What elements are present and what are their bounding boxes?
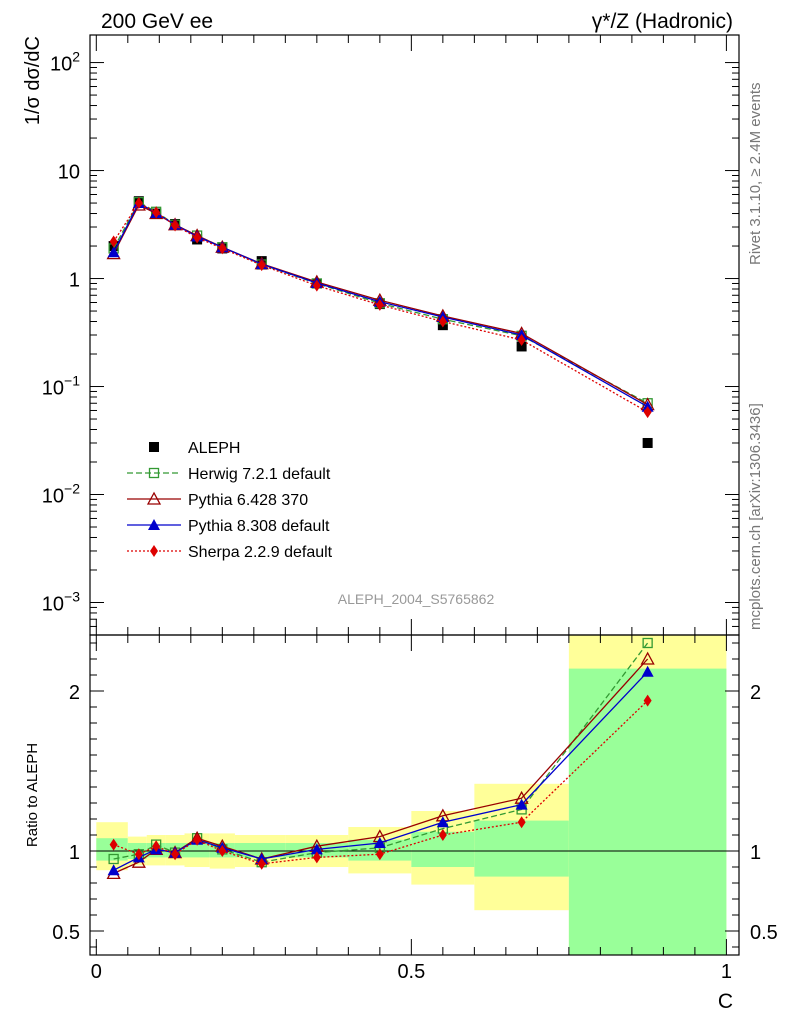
ratio-series-group	[106, 637, 655, 880]
ratio-point-sherpa-2-2-9-default-3	[171, 848, 180, 861]
ratio-point-pythia-8-308-default-11	[641, 665, 654, 677]
ratio-point-pythia-6-428-370-11	[640, 651, 655, 665]
ratio-point-sherpa-2-2-9-default-0	[109, 838, 118, 851]
x-tick-label: 1	[721, 961, 732, 983]
ratio-point-sherpa-2-2-9-default-1	[134, 848, 143, 861]
ratio-point-sherpa-2-2-9-default-5	[218, 845, 227, 857]
main-point-aleph-11	[642, 437, 653, 448]
x-tick-label: 0	[91, 961, 102, 983]
ratio-point-sherpa-2-2-9-default-10	[517, 816, 526, 829]
legend: ALEPH Herwig 7.2.1 default Pythia 6.428 37…	[127, 440, 333, 561]
ratio-point-pythia-8-308-default-9	[436, 816, 449, 828]
main-y-tick-label: 10−1	[42, 373, 80, 400]
ratio-point-sherpa-2-2-9-default-4	[193, 833, 202, 846]
main-y-tick-label: 102	[50, 49, 80, 76]
ratio-point-herwig-7-2-1-default-0	[108, 853, 119, 865]
header-left-title: 200 GeV ee	[101, 10, 213, 33]
main-series-group	[106, 196, 655, 448]
ratio-y-tick-label-left: 2	[69, 682, 80, 704]
ratio-point-sherpa-2-2-9-default-7	[312, 851, 321, 864]
ratio-point-pythia-8-308-default-0	[107, 864, 120, 876]
ratio-y-tick-label-left: 0.5	[52, 922, 80, 944]
side-label-top: Rivet 3.1.10, ≥ 2.4M events	[747, 83, 764, 266]
main-point-sherpa-2-2-9-default-5	[218, 242, 227, 255]
ratio-y-tick-label-right: 0.5	[750, 922, 778, 944]
ratio-point-pythia-8-308-default-8	[373, 837, 386, 848]
ratio-point-sherpa-2-2-9-default-2	[152, 840, 161, 853]
main-y-tick-label: 10−2	[42, 481, 80, 508]
ratio-point-pythia-8-308-default-7	[310, 843, 323, 855]
main-point-sherpa-2-2-9-default-6	[257, 259, 266, 272]
main-point-sherpa-2-2-9-default-11	[643, 406, 652, 419]
ratio-uncertainty-bands	[96, 635, 727, 955]
legend-marker-sherpa-2-2-9-default	[150, 545, 158, 557]
main-point-sherpa-2-2-9-default-3	[171, 219, 180, 232]
ratio-y-tick-label-right: 2	[750, 682, 761, 704]
main-point-sherpa-2-2-9-default-0	[109, 235, 118, 248]
legend-label-aleph: ALEPH	[188, 440, 240, 457]
ratio-point-pythia-8-308-default-10	[515, 798, 528, 810]
analysis-id: ALEPH_2004_S5765862	[338, 591, 495, 607]
main-point-pythia-8-308-default-0	[107, 246, 120, 258]
ratio-plot-frame	[89, 634, 740, 956]
main-point-sherpa-2-2-9-default-10	[517, 333, 526, 346]
main-point-aleph-10	[516, 341, 527, 352]
axis-ticks: 10−3 10−2 10−1 1 10 102 0.5 0.5 1 1 2 2 0 0.5 1	[42, 35, 778, 983]
ratio-point-sherpa-2-2-9-default-11	[643, 694, 652, 707]
main-y-tick-label: 10−3	[42, 588, 80, 615]
main-point-sherpa-2-2-9-default-9	[438, 315, 447, 328]
ratio-band-green-0	[96, 838, 128, 861]
legend-marker-herwig-7-2-1-default	[148, 467, 160, 479]
ratio-y-tick-label-left: 1	[69, 842, 80, 864]
main-point-sherpa-2-2-9-default-2	[152, 206, 161, 219]
legend-label-pythia-8-308-default: Pythia 8.308 default	[188, 518, 330, 535]
header-right-title: γ*/Z (Hadronic)	[592, 10, 733, 33]
ratio-point-sherpa-2-2-9-default-8	[375, 848, 384, 861]
main-point-sherpa-2-2-9-default-8	[375, 298, 384, 311]
legend-marker-pythia-6-428-370	[146, 491, 162, 505]
x-axis-label: C	[718, 990, 733, 1013]
legend-marker-aleph	[149, 442, 159, 452]
main-point-sherpa-2-2-9-default-7	[312, 279, 321, 292]
ratio-y-axis-label: Ratio to ALEPH	[24, 743, 41, 847]
legend-label-pythia-6-428-370: Pythia 6.428 370	[188, 492, 308, 509]
legend-label-sherpa-2-2-9-default: Sherpa 2.2.9 default	[188, 544, 333, 561]
main-point-sherpa-2-2-9-default-1	[134, 197, 143, 210]
ratio-line-herwig-7-2-1-default	[113, 642, 649, 863]
ratio-line-sherpa-2-2-9-default	[113, 700, 649, 865]
ratio-band-green-11	[568, 668, 727, 955]
main-point-sherpa-2-2-9-default-4	[193, 231, 202, 244]
ratio-point-sherpa-2-2-9-default-6	[257, 857, 266, 870]
ratio-band-green-10	[474, 820, 569, 877]
main-y-axis-label: 1/σ dσ/dC	[22, 36, 44, 125]
main-y-tick-label: 10	[58, 162, 80, 184]
ratio-band-green-4	[184, 843, 210, 858]
ratio-y-tick-label-right: 1	[750, 842, 761, 864]
x-tick-label: 0.5	[397, 961, 425, 983]
legend-marker-pythia-8-308-default	[148, 519, 160, 530]
ratio-point-herwig-7-2-1-default-11	[642, 637, 653, 649]
legend-label-herwig-7-2-1-default: Herwig 7.2.1 default	[188, 466, 331, 483]
main-y-tick-label: 1	[69, 270, 80, 292]
ratio-point-sherpa-2-2-9-default-9	[438, 829, 447, 841]
side-label-bottom: mcplots.cern.ch [arXiv:1306.3436]	[747, 403, 764, 630]
